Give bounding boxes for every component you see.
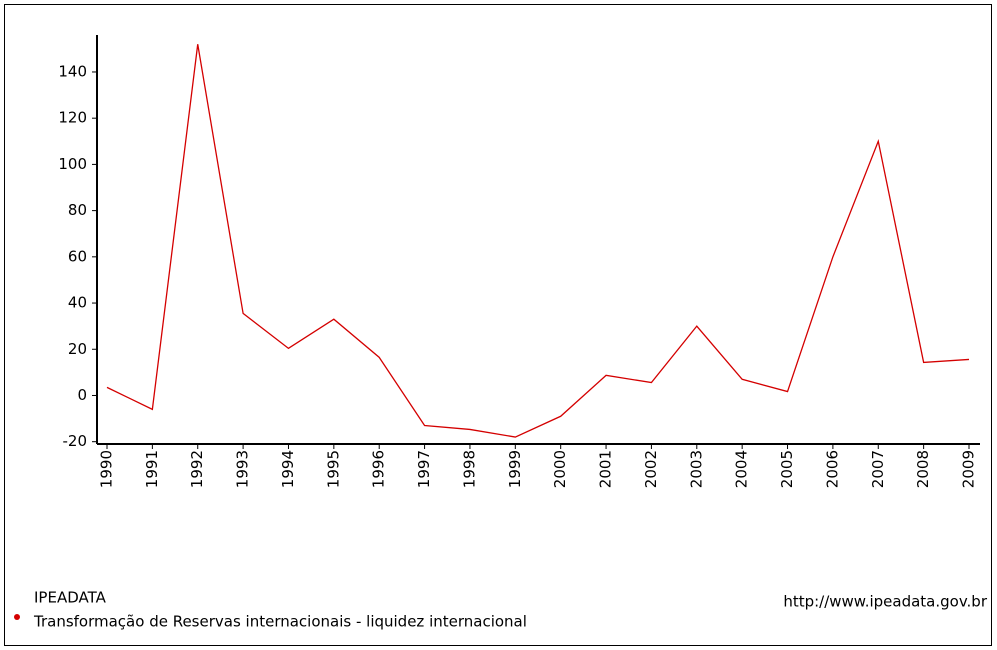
legend-label: Transformação de Reservas internacionais… <box>33 613 527 631</box>
x-tick-label: 1993 <box>234 450 252 488</box>
x-tick-label: 1995 <box>324 450 342 488</box>
y-tick-label: 60 <box>68 247 87 265</box>
x-tick-label: 2007 <box>869 450 887 488</box>
x-tick-label: 2003 <box>687 450 705 488</box>
x-tick-label: 2002 <box>642 450 660 488</box>
y-tick-label: 20 <box>68 340 87 358</box>
y-tick-label: 120 <box>58 109 87 127</box>
x-tick-label: 2001 <box>597 450 615 488</box>
x-tick-label: 1991 <box>143 450 161 488</box>
y-tick-label: 80 <box>68 201 87 219</box>
y-tick-label: 40 <box>68 294 87 312</box>
y-tick-label: 140 <box>58 62 87 80</box>
x-tick-label: 2008 <box>914 450 932 488</box>
frame <box>4 4 992 646</box>
x-tick-label: 2004 <box>733 450 751 488</box>
source-label: IPEADATA <box>34 589 107 607</box>
x-tick-label: 1998 <box>460 450 478 488</box>
x-tick-label: 1992 <box>188 450 206 488</box>
x-tick-label: 2009 <box>960 450 978 488</box>
url-label: http://www.ipeadata.gov.br <box>783 593 988 611</box>
x-tick-label: 1996 <box>370 450 388 488</box>
y-tick-label: 100 <box>58 155 87 173</box>
x-tick-label: 2005 <box>778 450 796 488</box>
x-tick-label: 1999 <box>506 450 524 488</box>
x-tick-label: 1990 <box>98 450 116 488</box>
x-tick-label: 1994 <box>279 450 297 488</box>
y-tick-label: 0 <box>77 386 87 404</box>
series-line <box>106 44 970 438</box>
x-tick-label: 2000 <box>551 450 569 488</box>
legend-marker <box>14 614 20 620</box>
y-tick-label: -20 <box>63 432 88 450</box>
x-tick-label: 2006 <box>823 450 841 488</box>
x-tick-label: 1997 <box>415 450 433 488</box>
